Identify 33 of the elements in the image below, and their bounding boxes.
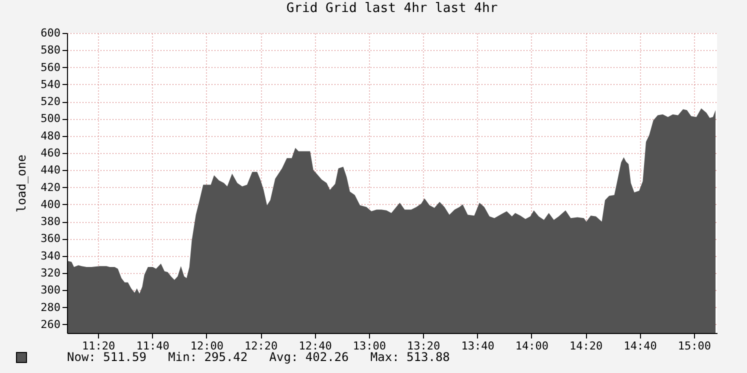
x-tick-label: 15:00 <box>678 340 711 352</box>
x-tick-label: 11:40 <box>136 340 170 352</box>
y-tick-label: 320 <box>40 266 60 280</box>
chart-title: Grid Grid last 4hr last 4hr <box>286 1 498 16</box>
y-tick-label: 260 <box>40 318 60 331</box>
text: Now: 511.59 Min: 295.42 Avg: 402.26 Max: 513.88 <box>67 350 450 364</box>
y-tick-label: 560 <box>40 60 60 74</box>
x-tick-label: 12:00 <box>190 340 224 352</box>
x-tick-label: 13:00 <box>352 340 386 352</box>
y-tick-label: 440 <box>40 164 60 177</box>
y-tick-label: 400 <box>40 198 60 211</box>
x-tick-label: 11:20 <box>82 340 116 352</box>
y-tick-label: 500 <box>40 112 60 126</box>
y-tick-label: 480 <box>40 129 60 142</box>
x-tick-label: 14:00 <box>515 340 548 352</box>
x-tick-label: 14:20 <box>569 340 603 352</box>
x-tick-label: 14:40 <box>624 340 657 352</box>
x-tick-label: 13:40 <box>461 340 494 352</box>
y-tick-label: 580 <box>40 44 60 57</box>
y-tick-label: 540 <box>40 78 60 91</box>
y-tick-label: 300 <box>40 284 60 297</box>
y-tick-label: 380 <box>40 215 60 228</box>
y-tick-label: 600 <box>40 26 60 40</box>
x-tick-label: 13:20 <box>406 340 440 352</box>
y-axis-title: load_one <box>14 154 29 212</box>
y-tick-label: 420 <box>40 180 60 194</box>
x-tick-label: 12:20 <box>244 340 278 352</box>
y-tick-label: 360 <box>40 232 60 246</box>
x-tick-label: 12:40 <box>298 340 332 352</box>
y-tick-label: 340 <box>40 249 60 262</box>
y-tick-label: 460 <box>40 146 60 160</box>
y-tick-label: 280 <box>40 300 60 314</box>
y-tick-label: 520 <box>40 95 60 108</box>
